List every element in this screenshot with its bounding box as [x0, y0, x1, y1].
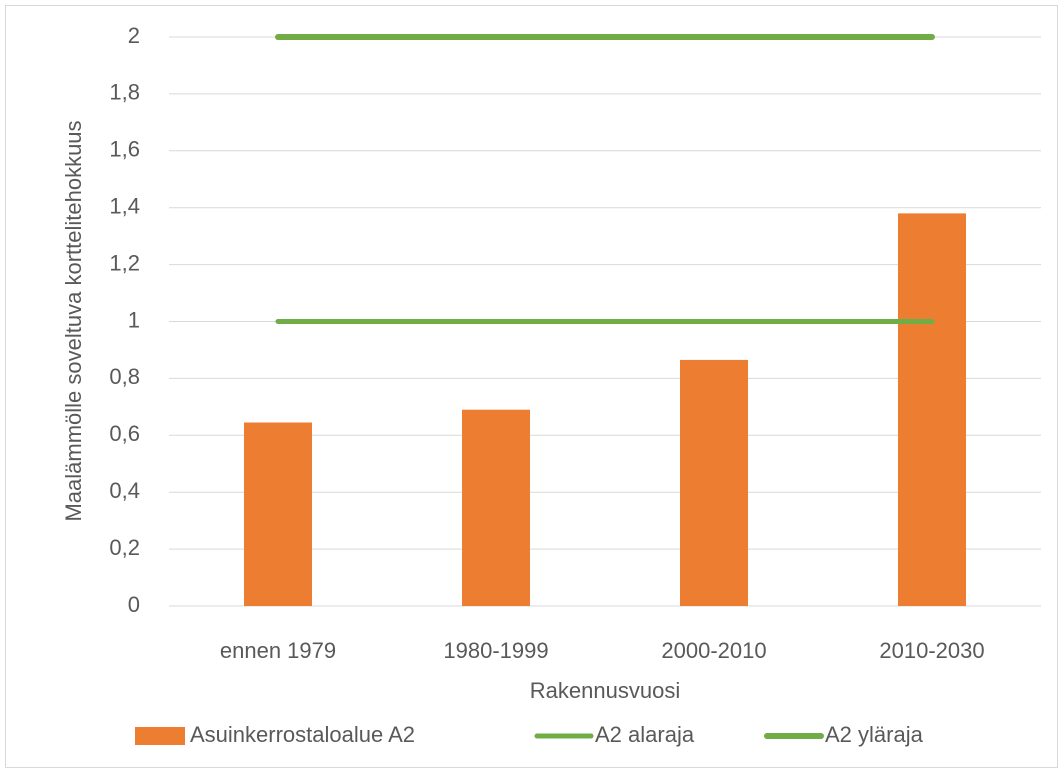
- y-tick-label: 0,4: [109, 478, 140, 503]
- bar: [898, 213, 966, 606]
- y-tick-label: 1,6: [109, 137, 140, 162]
- x-tick-label: 2000-2010: [661, 638, 766, 663]
- legend-label: Asuinkerrostaloalue A2: [190, 722, 415, 747]
- y-tick-label: 0: [128, 592, 140, 617]
- y-tick-label: 0,2: [109, 535, 140, 560]
- legend-label: A2 alaraja: [595, 722, 695, 747]
- x-tick-label: ennen 1979: [220, 638, 336, 663]
- y-tick-label: 2: [128, 23, 140, 48]
- y-tick-label: 1,4: [109, 194, 140, 219]
- bar: [244, 422, 312, 606]
- y-axis-label: Maalämmölle soveltuva korttelitehokkuus: [61, 120, 86, 521]
- x-tick-label: 2010-2030: [879, 638, 984, 663]
- y-tick-label: 0,6: [109, 421, 140, 446]
- legend-swatch: [135, 727, 185, 745]
- x-axis-label: Rakennusvuosi: [530, 678, 680, 703]
- legend-label: A2 yläraja: [825, 722, 924, 747]
- y-tick-label: 0,8: [109, 364, 140, 389]
- y-tick-label: 1: [128, 307, 140, 332]
- x-tick-label: 1980-1999: [443, 638, 548, 663]
- chart-frame: [5, 5, 1058, 768]
- bar: [680, 359, 748, 606]
- y-tick-label: 1,2: [109, 250, 140, 275]
- bar: [462, 409, 530, 606]
- y-tick-label: 1,8: [109, 80, 140, 105]
